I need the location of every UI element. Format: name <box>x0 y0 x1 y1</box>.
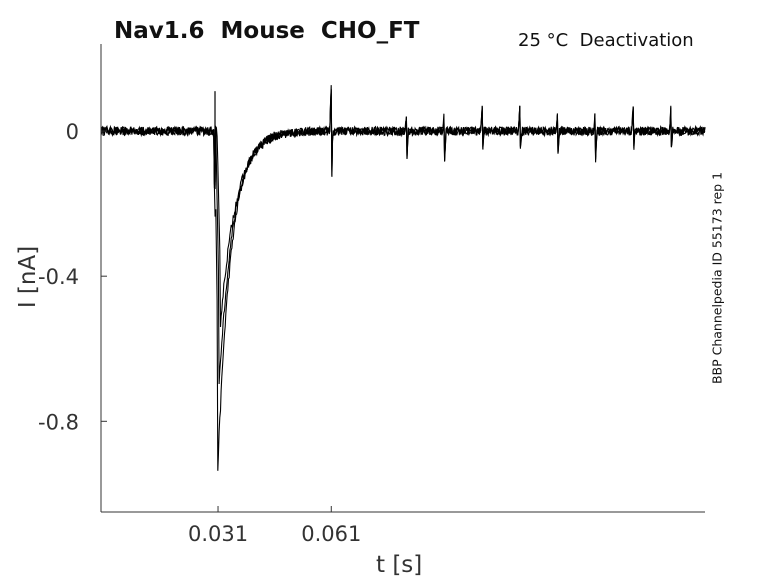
current-trace-2 <box>100 89 706 328</box>
y-axis-label: I [nA] <box>15 245 41 309</box>
x-tick-label: 0.031 <box>188 522 248 546</box>
chart-subtitle: 25 °C Deactivation <box>518 30 694 51</box>
x-axis-label: t [s] <box>376 552 423 578</box>
current-trace-3 <box>100 90 706 385</box>
series-layer <box>100 85 706 471</box>
source-note: BBP Channelpedia ID 55173 rep 1 <box>709 171 725 385</box>
chart-title: Nav1.6 Mouse CHO_FT <box>114 18 420 44</box>
x-tick-label: 0.061 <box>301 522 361 546</box>
tick-layer: 0 -0.4 -0.8 0.031 0.061 <box>38 120 361 546</box>
current-trace-1 <box>100 85 706 471</box>
y-tick-label: 0 <box>66 120 79 144</box>
y-tick-label: -0.8 <box>38 410 79 434</box>
y-tick-label: -0.4 <box>38 265 79 289</box>
